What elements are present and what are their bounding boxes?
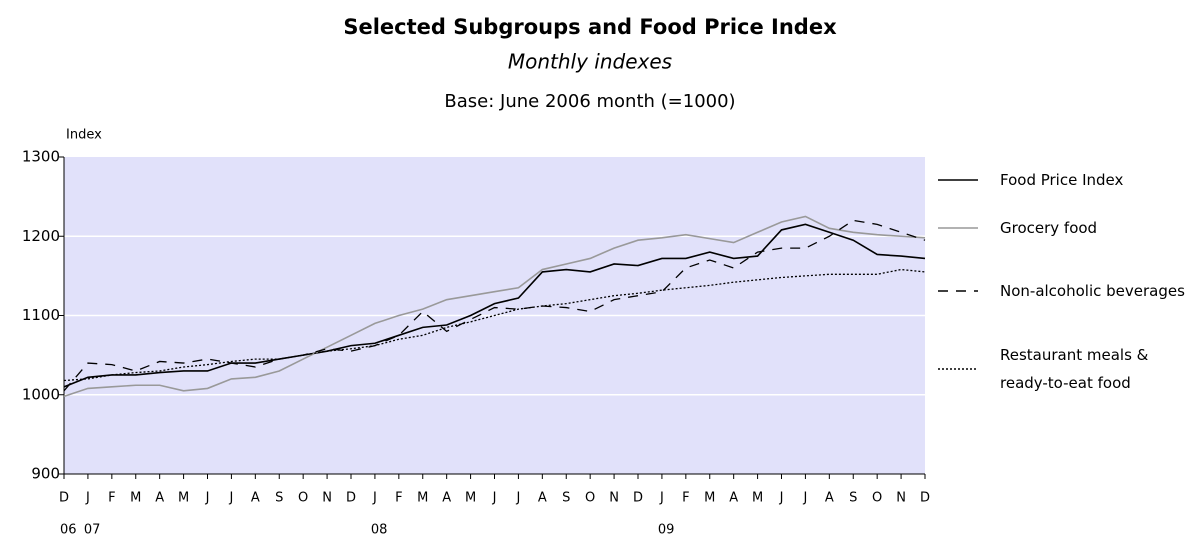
x-tick-label: M xyxy=(465,491,476,506)
x-tick-label: J xyxy=(228,491,233,506)
y-axis-label: Index xyxy=(66,128,102,143)
x-tick-label: O xyxy=(872,491,882,506)
x-tick-label: A xyxy=(825,491,834,506)
x-tick-label: A xyxy=(538,491,547,506)
x-tick-label: D xyxy=(920,491,930,506)
y-tick-label: 900 xyxy=(31,465,60,483)
x-tick-label: N xyxy=(322,491,332,506)
x-tick-label: S xyxy=(275,491,283,506)
x-tick-label: S xyxy=(849,491,857,506)
x-tick-label: O xyxy=(585,491,595,506)
x-tick-label: M xyxy=(130,491,141,506)
series-line xyxy=(63,215,926,398)
x-tick-label: F xyxy=(395,491,402,506)
y-tick-label: 1000 xyxy=(22,385,60,403)
series-line xyxy=(63,219,926,392)
x-tick-label: J xyxy=(85,491,90,506)
legend-label: Restaurant meals & ready-to-eat food xyxy=(1000,346,1149,392)
series-line xyxy=(63,268,926,382)
x-tick-label: D xyxy=(346,491,356,506)
x-tick-label: J xyxy=(515,491,520,506)
legend-label: Food Price Index xyxy=(1000,171,1124,189)
y-tick-label: 1200 xyxy=(22,227,60,245)
x-tick-label: A xyxy=(155,491,164,506)
x-tick-label: M xyxy=(704,491,715,506)
chart-title: Selected Subgroups and Food Price Index xyxy=(343,15,837,39)
chart-subtitle: Monthly indexes xyxy=(508,50,672,74)
x-tick-label: N xyxy=(609,491,619,506)
year-label: 06 xyxy=(60,523,77,538)
x-tick-label: N xyxy=(896,491,906,506)
x-tick-label: J xyxy=(372,491,377,506)
x-tick-label: D xyxy=(59,491,69,506)
x-tick-label: O xyxy=(298,491,308,506)
legend-label: Non-alcoholic beverages xyxy=(1000,282,1185,300)
year-label: 09 xyxy=(658,523,675,538)
y-tick-label: 1100 xyxy=(22,306,60,324)
x-tick-label: J xyxy=(659,491,664,506)
x-tick-label: J xyxy=(802,491,807,506)
x-tick-label: A xyxy=(442,491,451,506)
x-tick-label: J xyxy=(205,491,210,506)
year-label: 08 xyxy=(371,523,388,538)
x-tick-label: A xyxy=(729,491,738,506)
x-tick-label: M xyxy=(417,491,428,506)
x-tick-label: A xyxy=(251,491,260,506)
x-tick-label: F xyxy=(682,491,689,506)
x-tick-label: F xyxy=(108,491,115,506)
x-tick-label: M xyxy=(752,491,763,506)
legend-label: Grocery food xyxy=(1000,219,1098,237)
year-label: 07 xyxy=(84,523,101,538)
x-tick-label: S xyxy=(562,491,570,506)
chart-note: Base: June 2006 month (=1000) xyxy=(444,91,735,112)
x-tick-label: J xyxy=(492,491,497,506)
x-tick-label: M xyxy=(178,491,189,506)
series-line xyxy=(63,223,926,388)
x-tick-label: D xyxy=(633,491,643,506)
y-tick-label: 1300 xyxy=(22,148,60,166)
x-tick-label: J xyxy=(779,491,784,506)
